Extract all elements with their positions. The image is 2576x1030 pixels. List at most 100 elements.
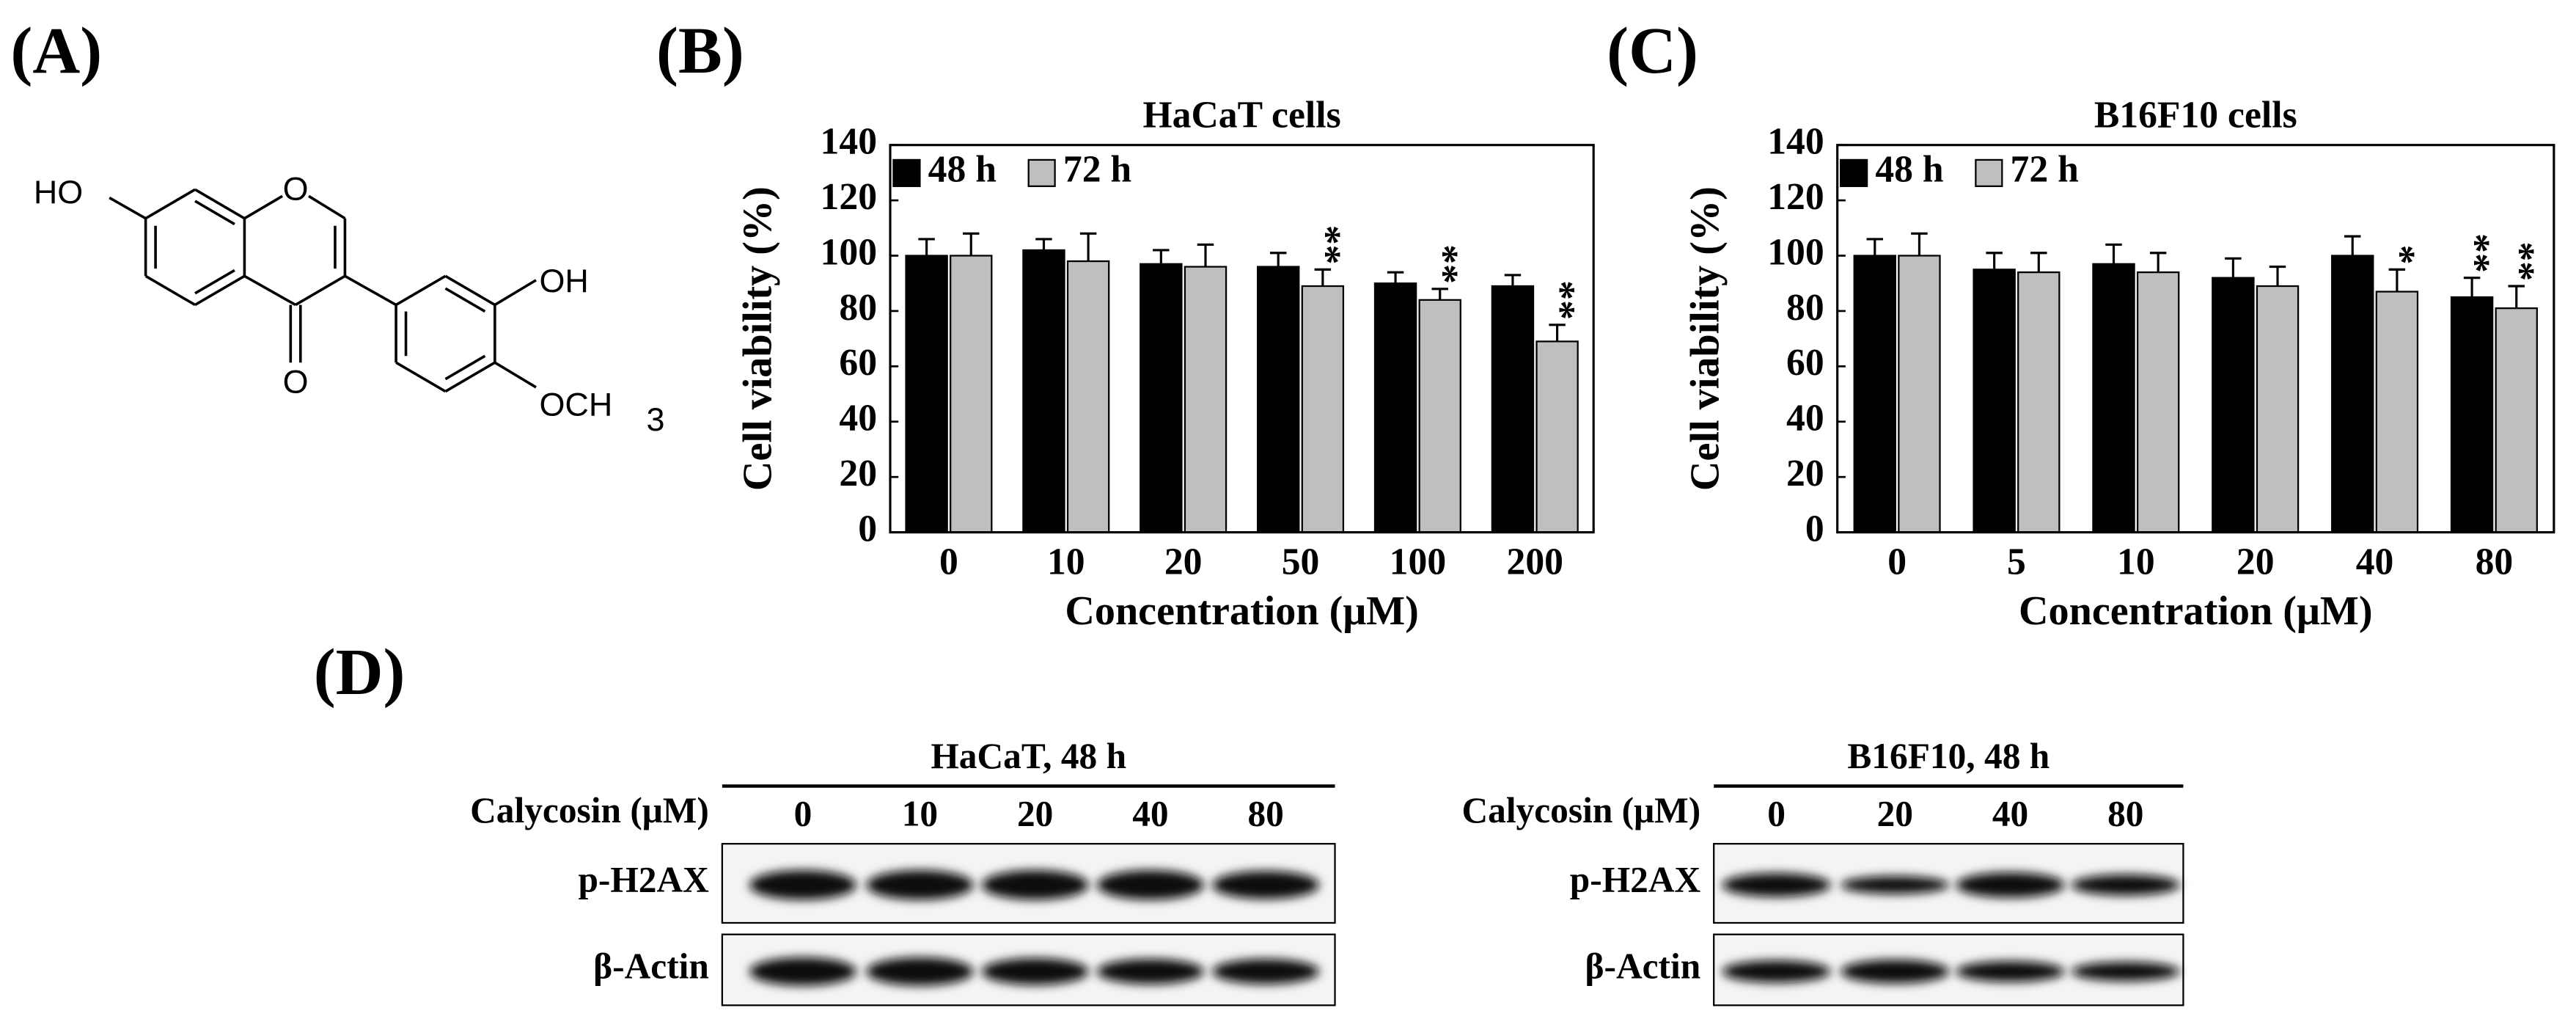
- error-bar: [1504, 274, 1522, 286]
- panel-label: (A): [10, 15, 102, 87]
- significance-mark: **: [1422, 244, 1466, 284]
- error-bar: [1549, 324, 1566, 342]
- lane-label: 0: [794, 794, 812, 834]
- y-tick-label: 120: [821, 176, 877, 218]
- lane-label: 20: [1017, 794, 1053, 834]
- bar: [1140, 263, 1183, 533]
- error-bar: [963, 232, 980, 256]
- blot-band: [2071, 962, 2180, 982]
- bar: [2092, 263, 2135, 533]
- atom-label: OCH: [540, 386, 613, 423]
- y-axis-label: Cell viability (%): [1682, 186, 1728, 491]
- error-bar: [2269, 266, 2286, 286]
- bar: [1066, 260, 1110, 533]
- significance-mark: *: [2379, 245, 2423, 265]
- bar: [2450, 296, 2494, 533]
- lane-label: 40: [1132, 794, 1168, 834]
- y-tick-label: 20: [839, 453, 877, 494]
- lane-label: 80: [1247, 794, 1283, 834]
- legend-label: 48 h: [928, 149, 997, 191]
- x-tick-label: 5: [2007, 541, 2026, 582]
- error-bar: [2225, 257, 2242, 278]
- blot-band: [749, 870, 856, 900]
- atom-label: O: [283, 362, 309, 400]
- blot-row-label: β-Actin: [593, 946, 709, 986]
- y-tick-label: 60: [1786, 342, 1824, 384]
- bar: [1973, 269, 2016, 533]
- blot-band: [1722, 960, 1831, 983]
- blot-band: [1956, 961, 2065, 982]
- error-bar: [1431, 288, 1448, 300]
- blot-row-label: p-H2AX: [1570, 859, 1701, 899]
- blot-band: [981, 870, 1089, 900]
- legend-swatch: [892, 158, 921, 187]
- blot-band: [1096, 870, 1204, 900]
- x-tick-label: 10: [2117, 541, 2155, 582]
- x-tick-label: 10: [1047, 541, 1085, 582]
- blot-band: [1212, 959, 1320, 985]
- significance-mark: **: [1539, 280, 1583, 320]
- bar: [950, 255, 993, 533]
- legend-swatch: [1840, 158, 1868, 187]
- atom-label: OH: [540, 262, 589, 299]
- significance-mark: **: [1304, 225, 1348, 265]
- blot-title: HaCaT, 48 h: [931, 736, 1126, 776]
- x-tick-label: 40: [2356, 541, 2394, 582]
- error-bar: [1197, 243, 1214, 267]
- legend-label: 48 h: [1875, 149, 1943, 191]
- y-tick-label: 0: [858, 508, 877, 549]
- y-tick-label: 100: [821, 231, 877, 273]
- blot-band: [866, 957, 974, 986]
- x-tick-label: 80: [2476, 541, 2514, 582]
- x-tick-label: 200: [1507, 541, 1563, 582]
- y-tick-label: 0: [1805, 508, 1824, 549]
- bar: [2331, 255, 2374, 533]
- blot-band: [2071, 874, 2180, 896]
- plot-frame: [1836, 144, 2555, 534]
- significance-mark: **: [2454, 233, 2498, 273]
- blot-band: [981, 958, 1089, 985]
- error-bar: [2344, 235, 2361, 256]
- lane-label: 0: [1767, 794, 1786, 834]
- x-tick-label: 0: [939, 541, 958, 582]
- x-axis-label: Concentration (μM): [2019, 588, 2373, 634]
- lane-label: 40: [1992, 794, 2028, 834]
- bar: [2136, 271, 2180, 533]
- x-axis-label: Concentration (μM): [1065, 588, 1419, 634]
- bar: [1491, 285, 1535, 533]
- blot-row-label: p-H2AX: [578, 859, 709, 899]
- bar: [2495, 307, 2538, 533]
- blot-band: [1096, 959, 1204, 985]
- y-tick-label: 120: [1767, 176, 1824, 218]
- blot-title: B16F10, 48 h: [1847, 736, 2050, 776]
- legend-swatch: [1027, 158, 1056, 187]
- x-tick-label: 20: [1164, 541, 1203, 582]
- x-tick-label: 50: [1282, 541, 1320, 582]
- y-tick-label: 60: [839, 342, 877, 384]
- bar: [1373, 282, 1417, 533]
- error-bar: [1387, 271, 1404, 284]
- legend-label: 72 h: [1063, 149, 1131, 191]
- blot-band: [1212, 871, 1320, 899]
- error-bar: [2149, 252, 2167, 273]
- bar: [1898, 255, 1941, 533]
- atom-label: 3: [647, 401, 665, 438]
- blot-band: [1841, 876, 1950, 894]
- error-bar: [1079, 232, 1097, 262]
- bar: [2375, 291, 2419, 533]
- legend-label: 72 h: [2011, 149, 2079, 191]
- blot-band: [749, 957, 856, 986]
- treatment-label: Calycosin (μM): [470, 790, 709, 830]
- bar: [1853, 255, 1896, 533]
- bar: [2256, 285, 2300, 533]
- bar: [2212, 277, 2255, 533]
- error-bar: [1911, 232, 1928, 256]
- atom-label: HO: [34, 173, 83, 211]
- legend-swatch: [1975, 158, 2003, 187]
- atom-label: O: [283, 169, 309, 207]
- error-bar: [918, 238, 935, 256]
- panel-label: (C): [1607, 15, 1698, 87]
- x-tick-label: 0: [1887, 541, 1907, 582]
